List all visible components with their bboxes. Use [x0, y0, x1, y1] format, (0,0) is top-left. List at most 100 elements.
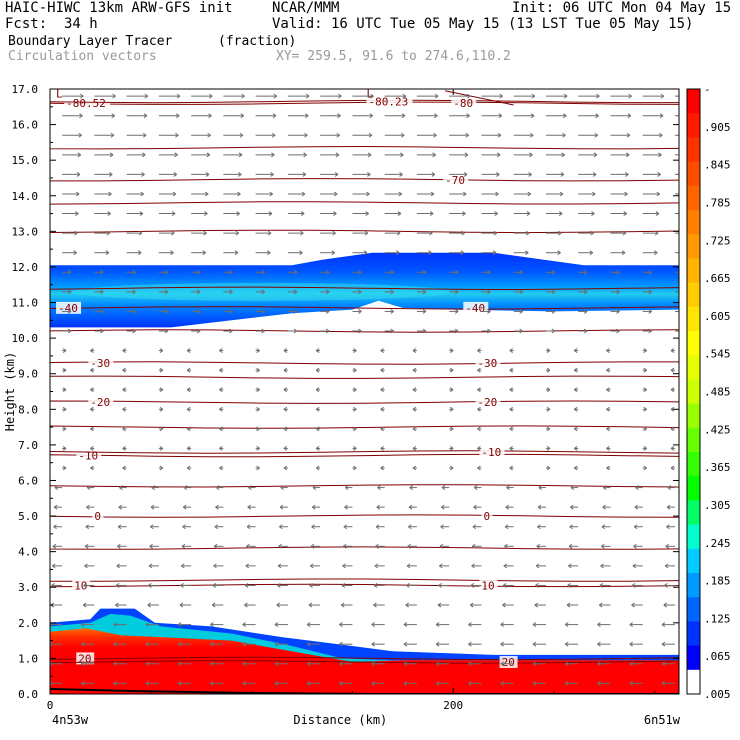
vector-arrowhead: [373, 602, 377, 608]
vector-arrowhead: [306, 622, 311, 628]
vector-arrowhead: [325, 289, 330, 295]
plot-frame: [49, 88, 680, 695]
vector-arrowhead: [449, 348, 454, 353]
vector-arrowhead: [558, 211, 563, 216]
vector-arrowhead: [648, 309, 652, 314]
colorbar-swatch: [687, 427, 700, 453]
vector-arrowhead: [177, 622, 182, 628]
vector-arrowhead: [175, 113, 180, 119]
tropopause-contour: [445, 90, 514, 106]
colorbar-swatch: [687, 621, 700, 647]
vector-arrowhead: [270, 171, 274, 177]
vector-arrowhead: [534, 602, 539, 608]
vector-arrowhead: [219, 446, 223, 451]
colorbar-label: .005: [704, 688, 731, 701]
vector-arrowhead: [643, 406, 647, 412]
x-axis-label: Distance (km): [293, 713, 387, 727]
vector-arrowhead: [375, 543, 379, 549]
vector-arrowhead: [670, 387, 675, 393]
vector-arrowhead: [627, 113, 632, 119]
vector-arrowhead: [449, 406, 454, 412]
y-tick-label: 1.0: [18, 652, 38, 665]
vector-arrowhead: [454, 269, 459, 275]
vector-arrowhead: [311, 504, 316, 510]
vector-arrowhead: [341, 583, 346, 588]
vector-arrowhead: [435, 622, 440, 628]
vector-arrowhead: [293, 328, 298, 334]
vector-arrowhead: [267, 230, 272, 236]
vector-arrowhead: [599, 583, 604, 588]
vector-arrowhead: [315, 406, 320, 412]
vector-arrowhead: [595, 113, 599, 119]
contour-label-bg: [463, 301, 489, 314]
vector-arrowhead: [403, 661, 408, 667]
vector-arrowhead: [119, 485, 123, 491]
vector-arrowhead: [440, 504, 445, 510]
x-tick-label: 0: [47, 699, 54, 712]
vector-arrowhead: [664, 563, 669, 569]
contour-label: -30: [90, 357, 110, 370]
vector-arrowhead: [473, 504, 477, 510]
vector-arrowhead: [271, 152, 275, 158]
vector-arrowhead: [412, 367, 417, 373]
contour-label-bg: [475, 357, 501, 370]
colorbar-label: .125: [704, 612, 731, 625]
vector-arrowhead: [196, 289, 201, 295]
vector-arrowhead: [234, 250, 239, 256]
contour-label: -30: [477, 357, 497, 370]
vector-arrowhead: [380, 465, 384, 471]
vector-arrowhead: [621, 250, 626, 256]
contour-label-bg: [72, 579, 91, 592]
vector-arrowhead: [196, 269, 201, 275]
vector-arrowhead: [643, 348, 647, 353]
y-tick-label: 10.0: [12, 332, 39, 345]
vector-arrowhead: [81, 661, 85, 667]
vector-arrowhead: [164, 289, 169, 295]
vector-arrowhead: [437, 602, 442, 608]
vector-arrowhead: [142, 132, 147, 138]
vector-arrowhead: [366, 191, 370, 197]
vector-arrowhead: [629, 641, 633, 647]
vector-arrowhead: [300, 230, 304, 236]
vector-arrowhead: [122, 426, 126, 432]
y-tick-label: 16.0: [12, 119, 39, 132]
vector-arrowhead: [655, 211, 660, 216]
vector-arrowhead: [304, 113, 309, 119]
colorbar-swatch: [687, 476, 700, 501]
vector-arrowhead: [115, 583, 120, 588]
vector-arrowhead: [353, 446, 357, 451]
vector-arrowhead: [171, 211, 176, 216]
vector-arrowhead: [412, 387, 417, 393]
vector-arrowhead: [256, 465, 260, 471]
vector-arrowhead: [487, 289, 491, 295]
vector-arrowhead: [400, 152, 404, 158]
vector-arrowhead: [213, 563, 217, 569]
vector-arrowhead: [368, 132, 373, 138]
vector-arrowhead: [174, 152, 178, 158]
vector-arrowhead: [246, 524, 251, 530]
vector-label: Circulation vectors: [8, 49, 157, 64]
vector-arrowhead: [573, 406, 578, 412]
vector-arrowhead: [403, 641, 408, 647]
vector-arrowhead: [435, 641, 440, 647]
vector-arrowhead: [276, 602, 280, 608]
vector-arrowhead: [215, 485, 220, 491]
vector-arrowhead: [277, 583, 281, 588]
vector-arrowhead: [633, 543, 637, 549]
vector-arrowhead: [499, 93, 503, 99]
vector-arrowhead: [606, 465, 610, 471]
colorbar-swatch: [687, 669, 700, 695]
vector-arrowhead: [532, 622, 537, 628]
vector-arrowhead: [568, 563, 572, 569]
vector-arrowhead: [283, 367, 288, 373]
vector-arrowhead: [400, 132, 405, 138]
vector-arrowhead: [583, 328, 588, 334]
vector-arrowhead: [344, 504, 348, 510]
colorbar-swatch: [687, 282, 700, 308]
vector-arrowhead: [412, 465, 417, 471]
vector-arrowhead: [311, 524, 315, 530]
vector-arrowhead: [283, 465, 288, 471]
vector-arrowhead: [81, 622, 85, 628]
vector-arrowhead: [203, 230, 207, 236]
vector-arrowhead: [454, 289, 459, 295]
